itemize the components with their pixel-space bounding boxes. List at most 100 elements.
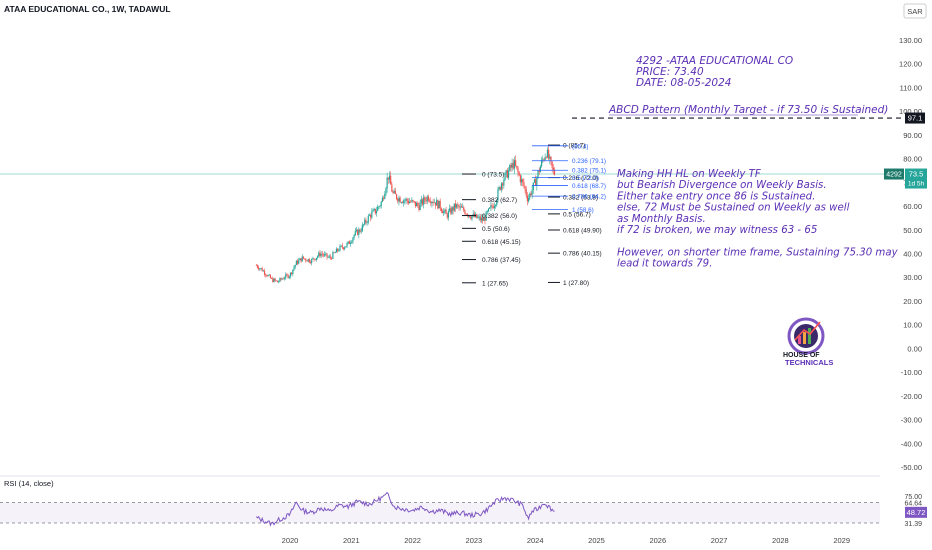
note-line: if 72 is broken, we may witness 63 - 65 xyxy=(617,225,817,236)
candle-body xyxy=(388,175,391,180)
candle-body xyxy=(344,247,346,249)
candle-body xyxy=(375,210,378,214)
candle-body xyxy=(341,245,343,248)
price-tick-label: 30.00 xyxy=(903,273,922,282)
candle-body xyxy=(322,254,325,256)
candle-body xyxy=(329,256,332,258)
time-tick-label: 2021 xyxy=(343,536,360,545)
candle-body xyxy=(417,203,419,206)
candle-body xyxy=(456,204,458,208)
candle-body xyxy=(266,275,268,277)
candle-body xyxy=(386,177,388,189)
candle-body xyxy=(359,229,361,232)
candle-body xyxy=(460,206,463,208)
time-tick-label: 2024 xyxy=(527,536,544,545)
candle-body xyxy=(502,183,504,186)
candle-body xyxy=(385,188,387,195)
candle-body xyxy=(453,203,455,211)
candle-body xyxy=(412,200,414,202)
candle-body xyxy=(275,280,277,282)
candle-body xyxy=(311,259,313,263)
candle-body xyxy=(378,206,380,207)
time-tick-label: 2020 xyxy=(282,536,299,545)
candle-body xyxy=(466,214,468,216)
candle-body xyxy=(540,159,543,167)
candle-body xyxy=(450,208,452,214)
candle-body xyxy=(334,252,336,254)
candle-body xyxy=(263,270,266,275)
fib-group: 0 (73.5) 0.382 (62.7) 0.382 (56.0) 0.5 (50.… xyxy=(462,143,606,287)
candle-body xyxy=(281,278,283,280)
candle-body xyxy=(497,189,499,201)
candle-body xyxy=(426,196,428,202)
candle-body xyxy=(436,200,438,206)
candle-body xyxy=(550,156,552,162)
candle-body xyxy=(279,278,281,282)
candle-body xyxy=(539,166,541,173)
candle-body xyxy=(354,231,356,235)
candle-body xyxy=(464,210,466,214)
candle-body xyxy=(342,247,345,249)
candle-body xyxy=(387,177,389,180)
candle-body xyxy=(524,186,526,190)
candle-body xyxy=(419,202,421,210)
candle-body xyxy=(296,260,299,264)
candle-body xyxy=(483,217,485,221)
candle-body xyxy=(324,253,326,256)
candle-body xyxy=(314,259,316,260)
time-tick-label: 2025 xyxy=(588,536,605,545)
candle-body xyxy=(529,193,531,199)
candle-body xyxy=(261,268,263,272)
price-badge-countdown: 1d 5h xyxy=(908,181,925,188)
candle-body xyxy=(535,179,537,186)
candle-body xyxy=(490,205,492,208)
candle-body xyxy=(397,198,399,202)
currency-label: SAR xyxy=(907,7,923,16)
price-tick-label: -40.00 xyxy=(901,439,922,448)
candle-body xyxy=(418,205,420,210)
candle-body xyxy=(423,197,425,205)
candle-body xyxy=(480,217,483,221)
candle-body xyxy=(509,165,511,171)
candle-body xyxy=(489,207,491,209)
candle-body xyxy=(500,183,503,190)
candle-body xyxy=(362,224,365,226)
price-tick-label: 130.00 xyxy=(899,36,922,45)
candle-body xyxy=(288,276,290,278)
time-tick-label: 2029 xyxy=(833,536,850,545)
candle-body xyxy=(268,274,270,276)
candle-body xyxy=(454,203,457,208)
candle-body xyxy=(365,219,367,223)
fib2-level-label: 1 (27.80) xyxy=(563,280,589,287)
candle-body xyxy=(306,260,308,262)
candle-body xyxy=(458,205,460,208)
price-tick-label: 110.00 xyxy=(900,83,922,92)
candle-body xyxy=(295,260,297,265)
candle-body xyxy=(267,275,269,277)
candle-body xyxy=(494,204,497,206)
candle-body xyxy=(486,211,488,213)
candle-body xyxy=(546,149,549,158)
time-tick-label: 2022 xyxy=(404,536,421,545)
candle-body xyxy=(443,211,445,214)
price-badge-value: 73.5 xyxy=(909,170,924,179)
candle-body xyxy=(496,200,498,205)
candle-body xyxy=(340,245,342,247)
candle-body xyxy=(439,200,441,209)
candle-body xyxy=(433,202,435,204)
time-tick-label: 2027 xyxy=(711,536,728,545)
currency-button[interactable]: SAR xyxy=(903,3,927,19)
time-tick-label: 2023 xyxy=(466,536,483,545)
price-tick-label: 0.00 xyxy=(907,344,922,353)
candle-body xyxy=(470,217,472,219)
candle-body xyxy=(440,208,442,212)
price-tick-label: 40.00 xyxy=(903,250,922,259)
candle-body xyxy=(262,270,264,272)
candle-body xyxy=(345,246,347,248)
fib3-level-label: (85.4) xyxy=(572,143,588,150)
candle-body xyxy=(391,184,393,192)
candle-body xyxy=(358,229,360,235)
candle-body xyxy=(452,207,454,211)
